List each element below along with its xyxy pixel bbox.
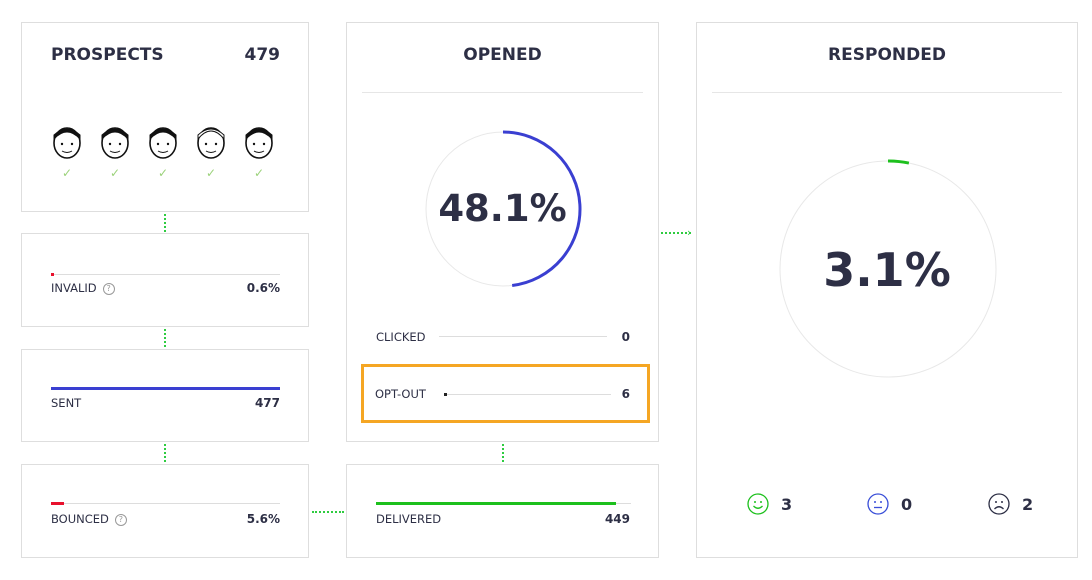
- responded-title: RESPONDED: [828, 45, 946, 65]
- delivered-label: DELIVERED: [376, 512, 442, 526]
- smile-icon: [747, 493, 769, 515]
- invalid-bar: [51, 273, 280, 276]
- invalid-label: INVALID: [51, 281, 97, 295]
- optout-label: OPT-OUT: [375, 387, 426, 401]
- clicked-bar: [439, 336, 607, 337]
- bounced-bar: [51, 502, 280, 505]
- connector: [502, 444, 504, 462]
- prospects-title: PROSPECTS: [51, 45, 164, 65]
- sent-bar: [51, 387, 280, 390]
- arrow-right-icon: ›: [687, 226, 692, 239]
- help-icon[interactable]: ?: [114, 513, 127, 526]
- prospects-card: PROSPECTS 479 ✓ ✓ ✓ ✓ ✓: [21, 22, 309, 212]
- connector: [164, 214, 166, 232]
- connector: [312, 511, 344, 513]
- frown-icon: [988, 493, 1010, 515]
- bounced-label: BOUNCED: [51, 512, 109, 526]
- delivered-card[interactable]: DELIVERED 449: [346, 464, 659, 558]
- opened-title: OPENED: [463, 45, 542, 65]
- delivered-value: 449: [604, 512, 630, 526]
- optout-bar: [444, 393, 611, 396]
- check-icon: ✓: [110, 166, 121, 180]
- avatar-boy: [146, 123, 180, 163]
- opened-percent: 48.1%: [438, 187, 567, 230]
- optout-value: 6: [621, 387, 630, 401]
- avatar-cap: [50, 123, 84, 163]
- help-icon[interactable]: ?: [102, 282, 115, 295]
- bounced-value: 5.6%: [246, 512, 280, 526]
- invalid-card[interactable]: INVALID? 0.6%: [21, 233, 309, 327]
- check-icon: ✓: [254, 166, 265, 180]
- avatar-woman: [194, 123, 228, 163]
- responded-card: RESPONDED 3.1% 3 0 2: [696, 22, 1078, 558]
- bounced-card[interactable]: BOUNCED? 5.6%: [21, 464, 309, 558]
- responded-percent: 3.1%: [823, 243, 951, 297]
- responded-ring-chart: [779, 159, 997, 378]
- opened-ring-chart: [425, 130, 582, 287]
- clicked-value: 0: [621, 330, 630, 344]
- avatar-girl: [98, 123, 132, 163]
- prospects-count: 479: [244, 45, 281, 65]
- invalid-value: 0.6%: [246, 281, 280, 295]
- positive-count: 3: [781, 495, 793, 514]
- connector: [164, 444, 166, 462]
- check-icon: ✓: [158, 166, 169, 180]
- negative-count: 2: [1022, 495, 1034, 514]
- ring-arc: [502, 130, 582, 287]
- connector: [661, 232, 691, 234]
- check-icon: ✓: [62, 166, 73, 180]
- check-icon: ✓: [206, 166, 217, 180]
- connector: [164, 329, 166, 347]
- neutral-count: 0: [901, 495, 913, 514]
- ring-arc: [887, 159, 910, 165]
- clicked-label: CLICKED: [376, 330, 426, 344]
- avatar-glasses: [242, 123, 276, 163]
- sent-label: SENT: [51, 396, 82, 410]
- delivered-bar: [376, 502, 631, 505]
- sent-value: 477: [254, 396, 280, 410]
- sent-card[interactable]: SENT 477: [21, 349, 309, 442]
- neutral-face-icon: [867, 493, 889, 515]
- opened-card: OPENED 48.1% CLICKED 0: [346, 22, 659, 442]
- optout-row[interactable]: OPT-OUT 6: [361, 364, 650, 423]
